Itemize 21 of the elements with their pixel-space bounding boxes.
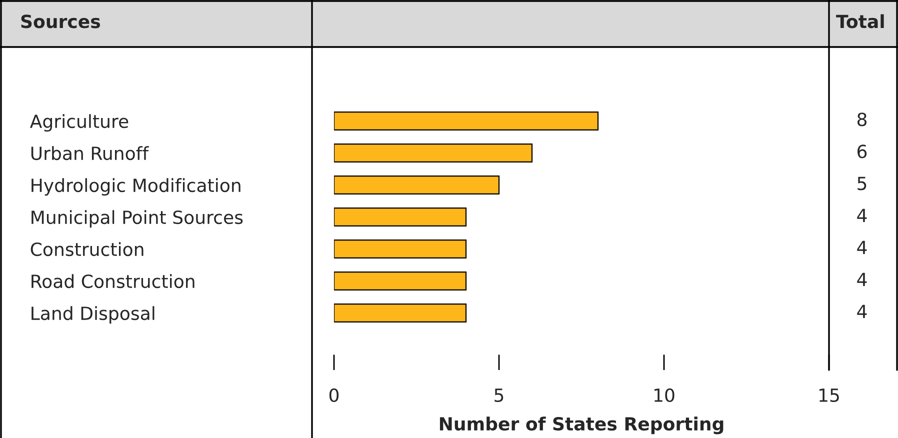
y-tick-label: Agriculture — [30, 114, 128, 132]
y-tick-label: Municipal Point Sources — [32, 210, 243, 228]
x-tick-label: 15 — [819, 388, 839, 402]
x-tick-label: 10 — [654, 388, 674, 402]
text: Sources — [21, 14, 100, 28]
y-tick-label: Urban Runoff — [31, 146, 149, 160]
data-label: 8 — [857, 112, 867, 126]
y-tick-label: Construction — [30, 242, 144, 256]
data-label: 4 — [857, 272, 867, 286]
data-label: 6 — [858, 144, 867, 158]
data-label: 4 — [857, 240, 867, 254]
x-axis-title: Number of States Reporting — [440, 416, 724, 434]
y-tick-label: Road Construction — [32, 274, 194, 288]
data-label: 4 — [857, 208, 867, 222]
data-label: 5 — [858, 176, 866, 190]
x-tick-label: 5 — [494, 388, 504, 402]
y-tick-label: Hydrologic Modification — [32, 178, 240, 196]
data-label: 4 — [857, 304, 867, 318]
text: Total — [836, 14, 884, 28]
y-tick-label: Land Disposal — [32, 306, 154, 324]
x-tick-label: 0 — [329, 388, 339, 402]
